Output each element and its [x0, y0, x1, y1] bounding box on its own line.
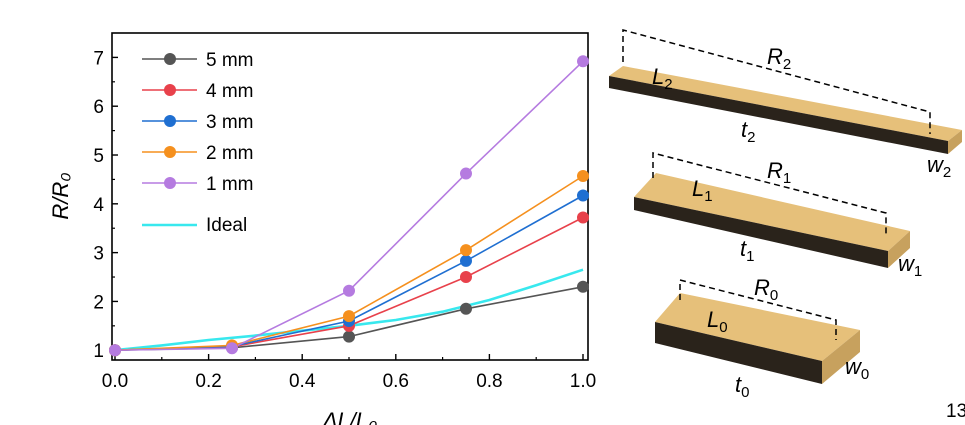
data-point — [226, 342, 238, 355]
strip-1-thickness-label: t1 — [740, 236, 754, 265]
strip-0-length-label: L0 — [707, 307, 728, 336]
data-point — [343, 310, 355, 323]
data-point — [343, 284, 355, 297]
strip-0-resistance-label: R0 — [754, 275, 778, 304]
legend-label: Ideal — [206, 215, 247, 236]
strip-0-width-label: w0 — [845, 354, 869, 383]
y-tick-label: 7 — [93, 48, 104, 69]
legend: 5 mm 4 mm 3 mm 2 mm 1 mm Ideal — [142, 50, 254, 236]
strip-0-side-face — [655, 322, 822, 384]
x-tick-label: 0.2 — [195, 371, 221, 392]
legend-marker — [164, 53, 176, 65]
data-point — [577, 55, 589, 68]
page-number: 13 — [946, 401, 965, 422]
strip-diagram: R2 L2 t2 w2 R1 L1 t1 w1 R0 L0 t0 w0 — [609, 29, 965, 422]
data-point — [577, 189, 589, 202]
strip-1-length-label: L1 — [692, 176, 713, 205]
x-tick-label: 0.8 — [476, 371, 502, 392]
y-tick-label: 2 — [93, 292, 104, 313]
x-tick-label: 1.0 — [570, 371, 596, 392]
line-chart: 0.0 0.2 0.4 0.6 0.8 1.0 1 2 3 4 5 6 7 R/… — [48, 32, 596, 425]
legend-label: 4 mm — [206, 81, 254, 102]
strip-1-dimension-line — [652, 152, 887, 237]
y-tick-labels: 1 2 3 4 5 6 7 — [93, 48, 104, 362]
legend-label: 2 mm — [206, 143, 254, 164]
strip-2-width-label: w2 — [927, 152, 951, 181]
y-tick-label: 3 — [93, 244, 104, 265]
data-point — [577, 280, 589, 293]
data-point — [577, 170, 589, 183]
legend-label: 1 mm — [206, 174, 254, 195]
strip-1: R1 L1 t1 w1 — [634, 152, 922, 280]
strip-2-side-face — [609, 76, 948, 154]
strip-2-length-label: L2 — [652, 64, 673, 93]
strip-2: R2 L2 t2 w2 — [609, 29, 962, 181]
legend-label: 3 mm — [206, 112, 254, 133]
x-tick-label: 0.6 — [383, 371, 409, 392]
strip-0-top-face — [655, 293, 860, 361]
y-tick-label: 5 — [93, 146, 104, 167]
x-tick-label: 0.0 — [102, 371, 128, 392]
strip-2-end-face — [948, 130, 962, 154]
strip-2-dimension-line — [622, 29, 931, 134]
y-tick-label: 1 — [93, 341, 104, 362]
strip-2-top-face — [609, 66, 962, 141]
data-point — [577, 211, 589, 224]
strip-1-width-label: w1 — [898, 251, 922, 280]
strip-2-resistance-label: R2 — [767, 44, 791, 73]
legend-marker — [164, 115, 176, 127]
y-tick-label: 4 — [93, 195, 104, 216]
strip-0-thickness-label: t0 — [735, 372, 749, 401]
legend-marker — [164, 84, 176, 96]
data-point — [460, 244, 472, 257]
legend-label: 5 mm — [206, 50, 254, 71]
strip-1-resistance-label: R1 — [767, 158, 791, 187]
strip-1-side-face — [634, 197, 888, 268]
legend-marker — [164, 146, 176, 158]
data-point — [460, 302, 472, 315]
data-point — [460, 167, 472, 180]
y-axis-label: R/R₀ — [48, 172, 73, 219]
data-point — [460, 254, 472, 267]
strip-0-dimension-line — [679, 279, 837, 340]
data-point — [109, 344, 121, 357]
strip-0: R0 L0 t0 w0 — [655, 275, 869, 401]
data-point — [343, 330, 355, 343]
y-tick-label: 6 — [93, 97, 104, 118]
strip-1-end-face — [888, 231, 910, 268]
strip-2-thickness-label: t2 — [741, 117, 755, 146]
series-layer — [109, 55, 589, 357]
x-tick-labels: 0.0 0.2 0.4 0.6 0.8 1.0 — [102, 371, 596, 392]
x-tick-label: 0.4 — [289, 371, 316, 392]
x-axis-label: ΔL/L₀ — [322, 408, 378, 425]
strip-1-top-face — [634, 173, 910, 251]
series-line-1-mm — [114, 60, 584, 351]
strip-0-end-face — [822, 330, 860, 384]
data-point — [460, 271, 472, 284]
legend-marker — [164, 177, 176, 189]
